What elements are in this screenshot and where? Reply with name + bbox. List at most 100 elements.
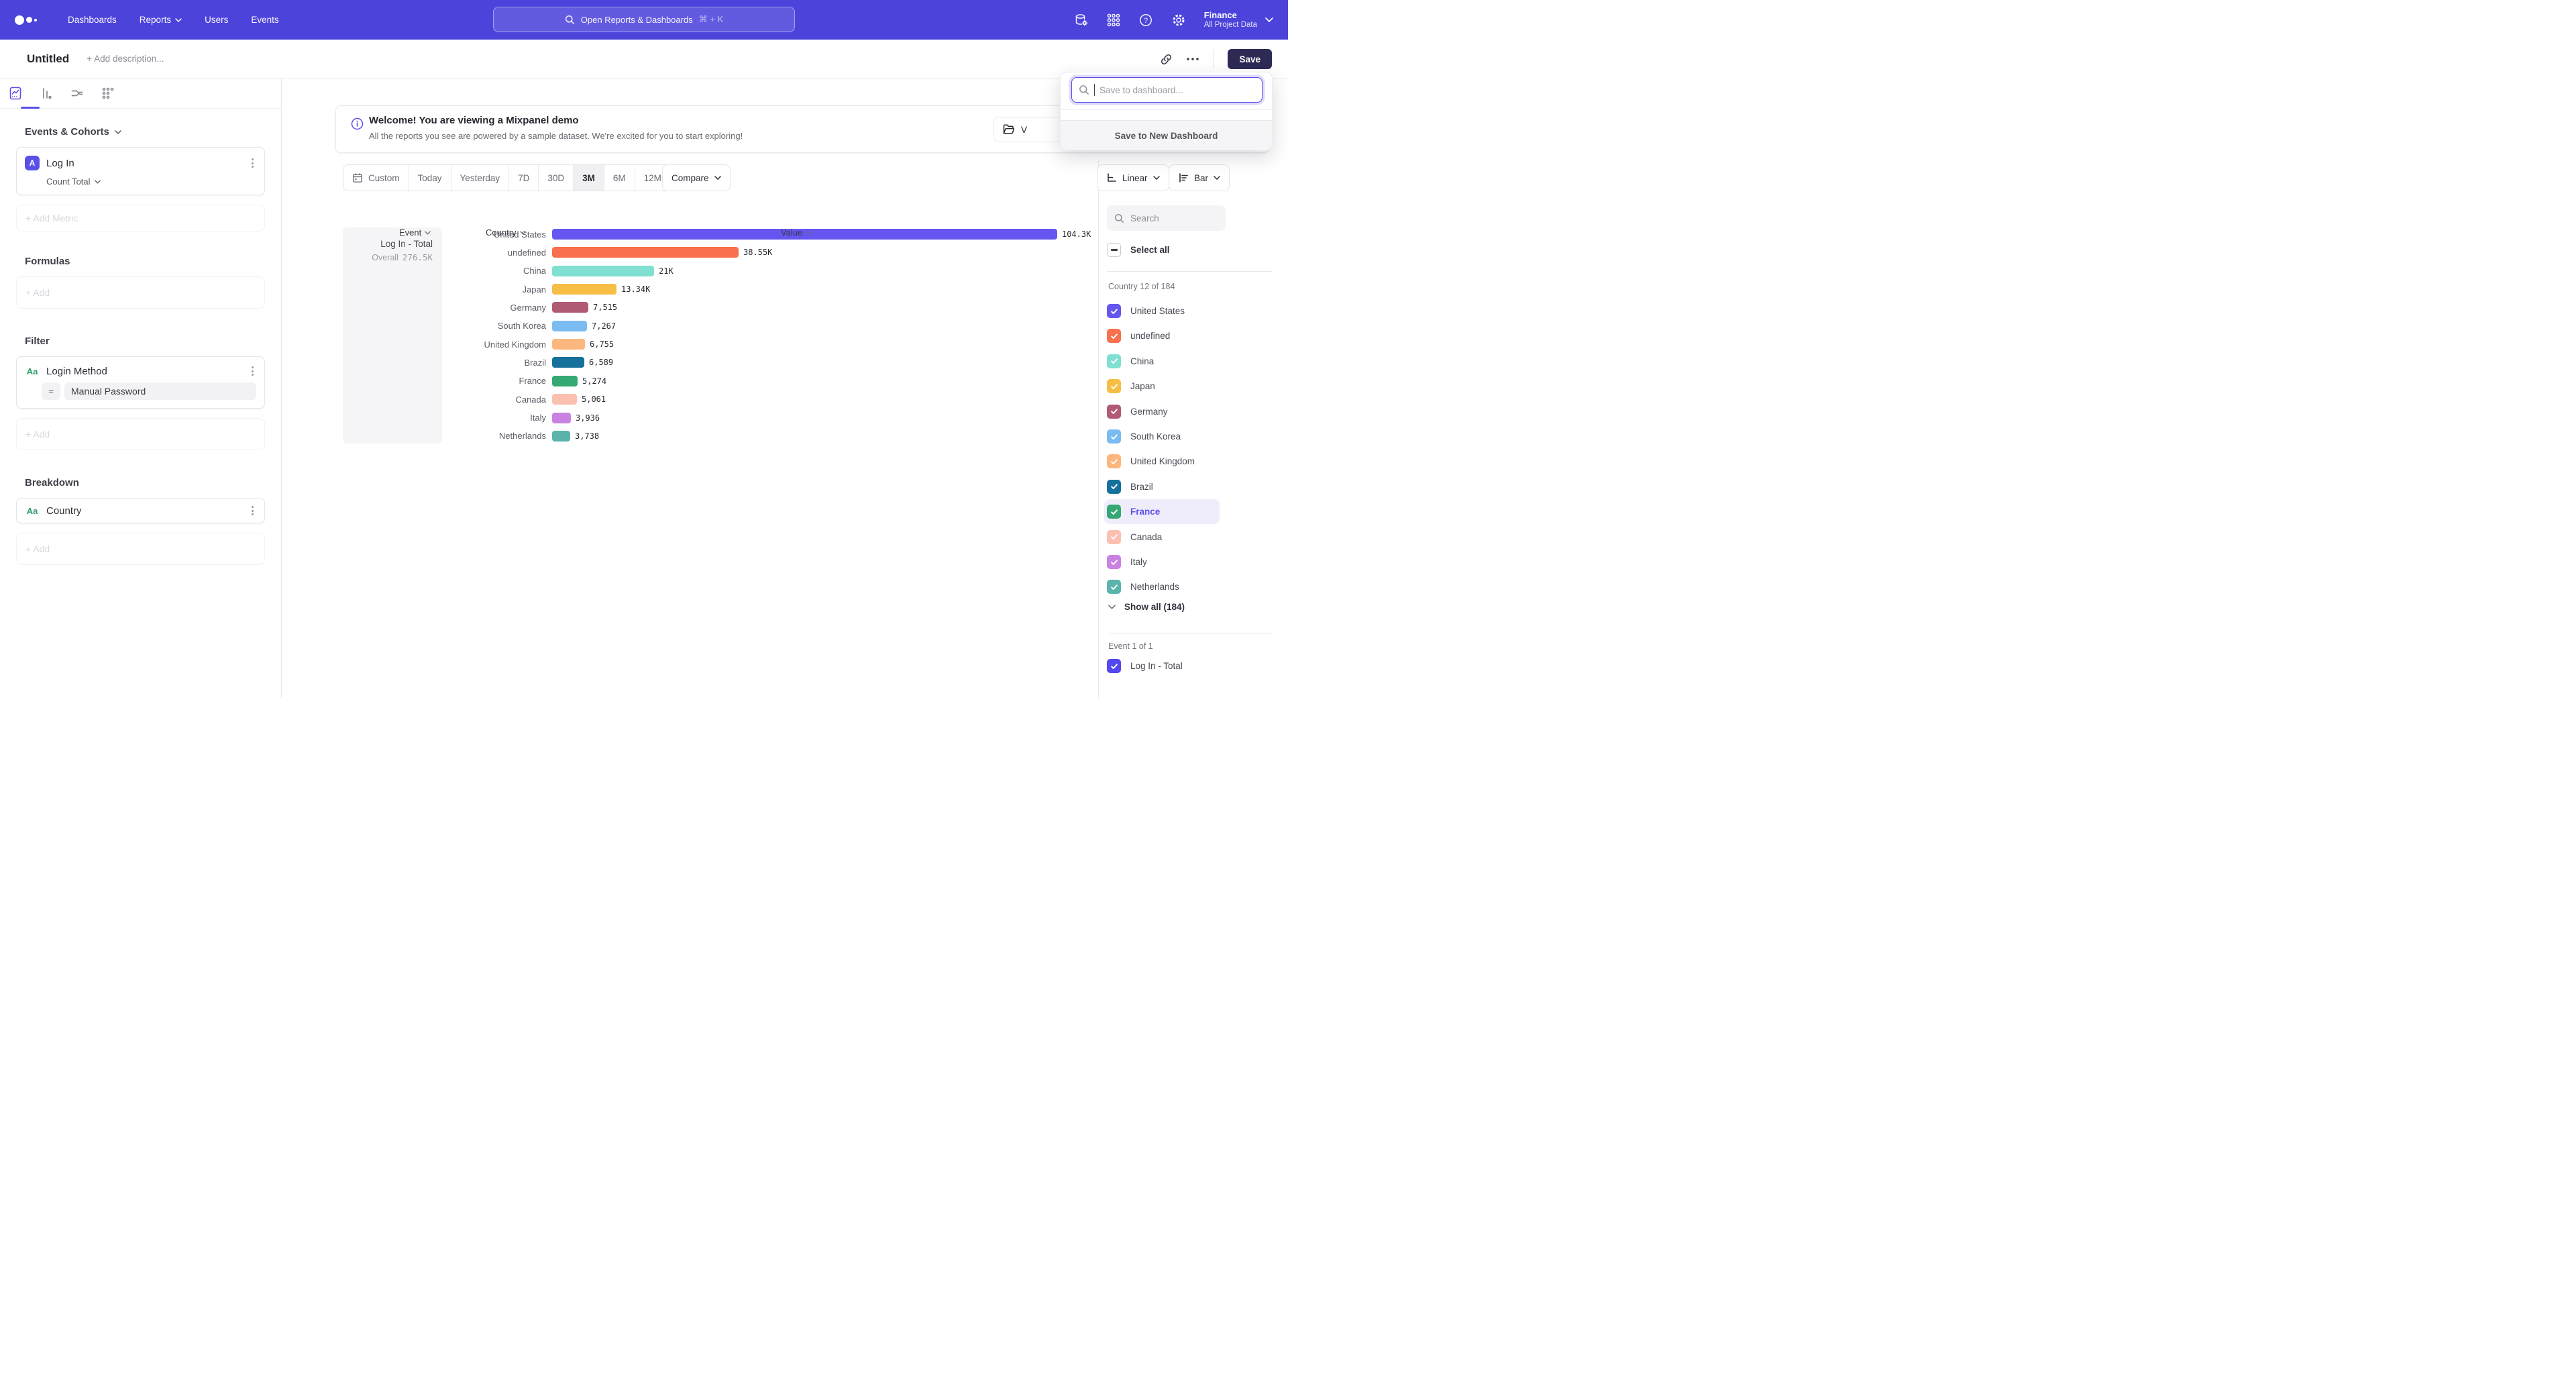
save-button[interactable]: Save xyxy=(1228,49,1272,69)
show-all-button[interactable]: Show all (184) xyxy=(1108,602,1185,612)
bar[interactable] xyxy=(552,339,585,350)
nav-item-users[interactable]: Users xyxy=(205,15,228,25)
add-formula-button[interactable]: + Add xyxy=(16,276,265,309)
nav-item-dashboards[interactable]: Dashboards xyxy=(68,15,117,25)
save-to-new-dashboard-button[interactable]: Save to New Dashboard xyxy=(1061,120,1272,150)
legend-item-japan[interactable]: Japan xyxy=(1104,374,1220,399)
bar[interactable] xyxy=(552,394,577,405)
legend-checkbox[interactable] xyxy=(1107,354,1121,368)
scale-selector-button[interactable]: Linear xyxy=(1097,164,1169,191)
legend-item-france[interactable]: France xyxy=(1104,499,1220,525)
legend-item-china[interactable]: China xyxy=(1104,349,1220,374)
bar[interactable] xyxy=(552,430,570,442)
legend-item-netherlands[interactable]: Netherlands xyxy=(1104,574,1220,599)
column-header-value[interactable]: Value xyxy=(781,227,812,238)
bar[interactable] xyxy=(552,265,654,276)
global-search-button[interactable]: Open Reports & Dashboards ⌘ + K xyxy=(493,7,795,32)
help-icon[interactable]: ? xyxy=(1138,13,1153,28)
report-title[interactable]: Untitled xyxy=(27,52,70,65)
range-30d[interactable]: 30D xyxy=(538,165,573,191)
legend-item-germany[interactable]: Germany xyxy=(1104,399,1220,424)
bar[interactable] xyxy=(552,357,584,368)
bar[interactable] xyxy=(552,320,587,331)
legend-checkbox[interactable] xyxy=(1107,454,1121,469)
range-custom[interactable]: Custom xyxy=(343,165,409,191)
bar[interactable] xyxy=(552,284,616,295)
banner-title: Welcome! You are viewing a Mixpanel demo xyxy=(369,115,579,126)
filter-kebab-icon[interactable] xyxy=(249,365,256,377)
bar[interactable] xyxy=(552,302,588,313)
legend-item-canada[interactable]: Canada xyxy=(1104,525,1220,550)
metric-aggregation-dropdown[interactable]: Count Total xyxy=(46,176,256,187)
breakdown-kebab-icon[interactable] xyxy=(249,505,256,517)
settings-gear-icon[interactable] xyxy=(1171,13,1186,28)
legend-checkbox[interactable] xyxy=(1107,505,1121,519)
filter-operator-chip[interactable]: = xyxy=(42,382,60,400)
tab-insights[interactable] xyxy=(0,87,40,109)
legend-checkbox[interactable] xyxy=(1107,479,1121,494)
event-checkbox[interactable] xyxy=(1107,659,1121,673)
legend-checkbox[interactable] xyxy=(1107,404,1121,419)
breakdown-card[interactable]: Aa Country xyxy=(16,498,265,523)
range-3m[interactable]: 3M xyxy=(573,165,604,191)
legend-search[interactable] xyxy=(1107,205,1226,231)
legend-item-united-kingdom[interactable]: United Kingdom xyxy=(1104,449,1220,474)
filter-value-chip[interactable]: Manual Password xyxy=(64,382,256,400)
add-description-field[interactable]: + Add description... xyxy=(87,54,164,64)
legend-checkbox[interactable] xyxy=(1107,529,1121,544)
metric-kebab-icon[interactable] xyxy=(249,157,256,169)
more-options-icon[interactable] xyxy=(1187,58,1199,60)
mixpanel-logo-icon[interactable] xyxy=(15,15,37,25)
event-series-cell[interactable]: Log In - Total Overall 276.5K xyxy=(343,227,442,444)
add-breakdown-button[interactable]: + Add xyxy=(16,533,265,565)
legend-checkbox[interactable] xyxy=(1107,555,1121,569)
metric-event-name[interactable]: Log In xyxy=(46,157,74,169)
select-all-row[interactable]: Select all xyxy=(1107,243,1170,257)
events-cohorts-header[interactable]: Events & Cohorts xyxy=(25,126,281,138)
range-7d[interactable]: 7D xyxy=(508,165,538,191)
filter-card[interactable]: Aa Login Method = Manual Password xyxy=(16,356,265,409)
legend-event-row[interactable]: Log In - Total xyxy=(1107,659,1183,673)
range-yesterday[interactable]: Yesterday xyxy=(450,165,509,191)
legend-checkbox[interactable] xyxy=(1107,304,1121,318)
project-switcher[interactable]: Finance All Project Data xyxy=(1204,10,1273,30)
apps-grid-icon[interactable] xyxy=(1107,13,1120,27)
save-dashboard-search[interactable] xyxy=(1071,77,1263,103)
bar[interactable] xyxy=(552,247,739,258)
legend-checkbox[interactable] xyxy=(1107,329,1121,344)
legend-checkbox[interactable] xyxy=(1107,379,1121,394)
legend-item-italy[interactable]: Italy xyxy=(1104,550,1220,574)
legend-item-brazil[interactable]: Brazil xyxy=(1104,474,1220,499)
compare-button[interactable]: Compare xyxy=(662,164,731,191)
legend-checkbox[interactable] xyxy=(1107,429,1121,444)
legend-checkbox[interactable] xyxy=(1107,580,1121,594)
filter-property-name[interactable]: Login Method xyxy=(46,365,107,377)
tab-funnels[interactable] xyxy=(31,87,62,100)
range-today[interactable]: Today xyxy=(408,165,451,191)
bar[interactable] xyxy=(552,229,1057,240)
metric-card[interactable]: A Log In Count Total xyxy=(16,147,265,195)
data-management-icon[interactable] xyxy=(1074,13,1089,28)
legend-item-undefined[interactable]: undefined xyxy=(1104,323,1220,348)
legend-search-input[interactable] xyxy=(1130,213,1211,223)
copy-link-icon[interactable] xyxy=(1160,53,1173,66)
bar[interactable] xyxy=(552,375,578,386)
tab-flows[interactable] xyxy=(62,87,93,100)
nav-item-events[interactable]: Events xyxy=(251,15,278,25)
tab-retention[interactable] xyxy=(93,87,123,100)
range-6m[interactable]: 6M xyxy=(603,165,635,191)
column-header-country[interactable]: Country xyxy=(486,227,526,238)
nav-item-reports[interactable]: Reports xyxy=(140,15,182,25)
add-metric-button[interactable]: + Add Metric xyxy=(16,205,265,231)
breakdown-property-name[interactable]: Country xyxy=(46,505,82,517)
select-all-checkbox[interactable] xyxy=(1107,243,1121,257)
column-header-event[interactable]: Event xyxy=(399,227,431,238)
range-12m[interactable]: 12M xyxy=(634,165,670,191)
filter-label: Filter xyxy=(25,335,50,347)
bar[interactable] xyxy=(552,412,571,423)
add-filter-button[interactable]: + Add xyxy=(16,418,265,450)
chart-type-button[interactable]: Bar xyxy=(1169,164,1230,191)
save-dashboard-input[interactable] xyxy=(1099,85,1247,95)
legend-item-united-states[interactable]: United States xyxy=(1104,299,1220,323)
legend-item-south-korea[interactable]: South Korea xyxy=(1104,424,1220,449)
